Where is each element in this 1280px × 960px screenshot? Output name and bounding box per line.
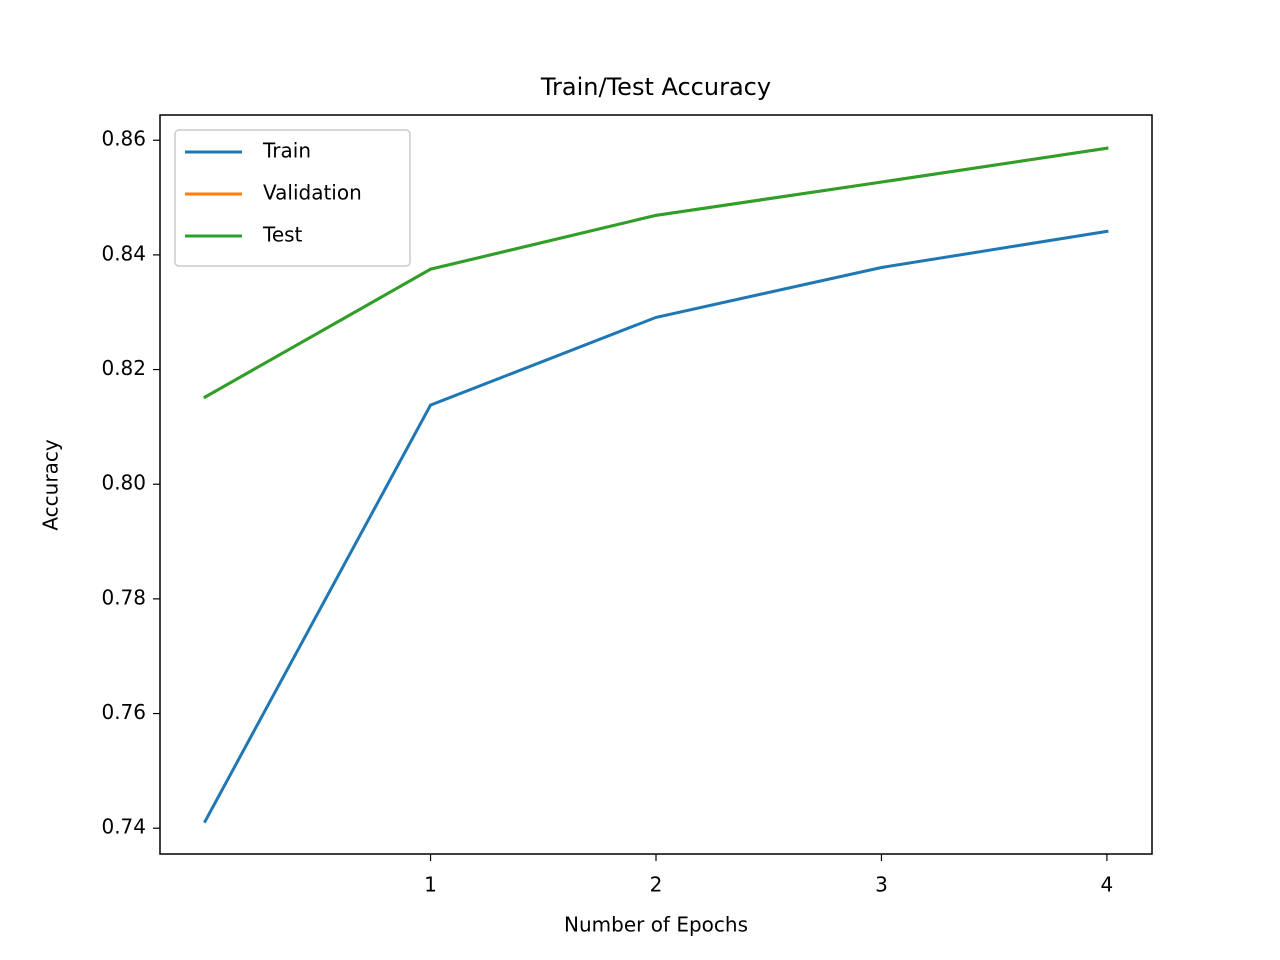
x-tick-label: 1 xyxy=(424,873,437,897)
y-tick-label: 0.80 xyxy=(101,471,146,495)
y-tick-label: 0.82 xyxy=(101,356,146,380)
legend-label: Test xyxy=(262,223,303,247)
y-tick-label: 0.76 xyxy=(101,700,146,724)
plot-frame xyxy=(159,114,1153,855)
y-tick-label: 0.78 xyxy=(101,585,146,609)
legend-box xyxy=(174,129,411,267)
series-line xyxy=(203,146,1109,400)
x-tick-label: 3 xyxy=(875,873,888,897)
y-tick-label: 0.74 xyxy=(101,815,146,839)
x-axis-label: Number of Epochs xyxy=(564,913,748,937)
legend-label: Train xyxy=(262,139,311,163)
series-line xyxy=(203,229,1109,824)
y-tick-label: 0.86 xyxy=(101,127,146,151)
x-tick-label: 2 xyxy=(650,873,663,897)
x-tick-label: 4 xyxy=(1101,873,1114,897)
y-tick-label: 0.84 xyxy=(101,241,146,265)
y-axis-label: Accuracy xyxy=(39,439,63,530)
chart-title: Train/Test Accuracy xyxy=(540,73,771,101)
legend-label: Validation xyxy=(263,181,362,205)
